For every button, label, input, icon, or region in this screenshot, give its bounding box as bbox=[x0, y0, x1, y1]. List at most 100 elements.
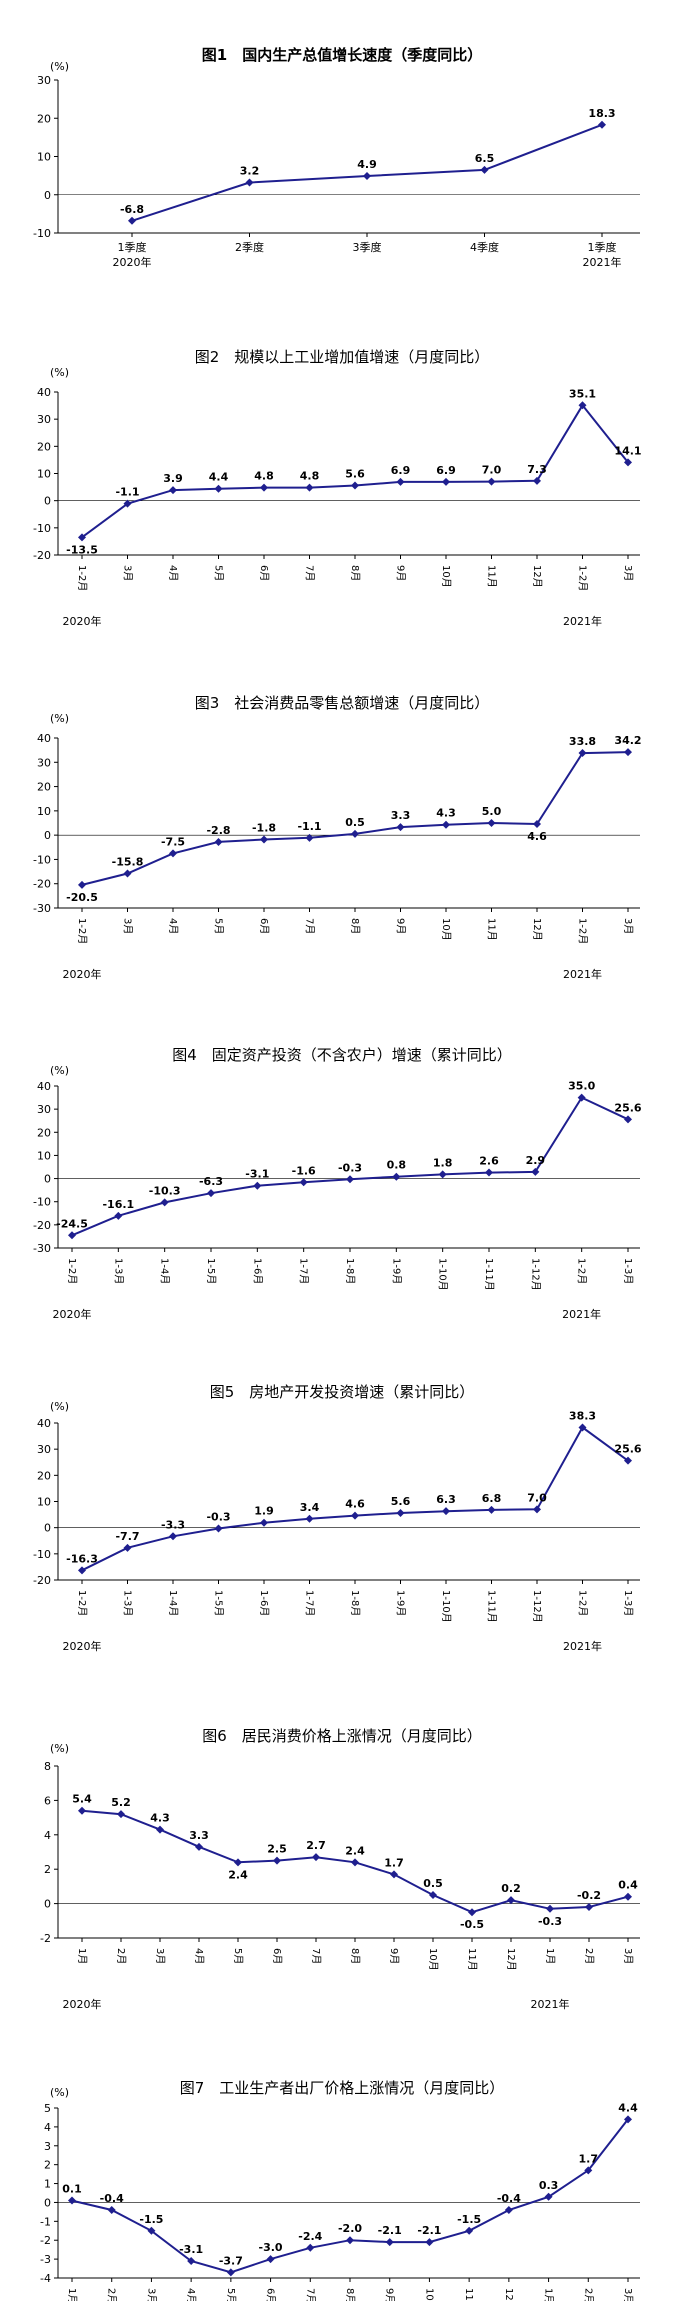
x-tick-label: 4月 bbox=[167, 565, 179, 581]
x-tick-label: 1-7月 bbox=[304, 1590, 316, 1616]
data-label: -15.8 bbox=[112, 856, 144, 869]
data-label: -6.8 bbox=[120, 203, 144, 216]
data-point bbox=[480, 165, 489, 174]
data-point bbox=[266, 2255, 275, 2264]
x-tick-label: 2季度 bbox=[235, 240, 264, 254]
data-point bbox=[578, 749, 587, 758]
y-unit-label: (%) bbox=[50, 1400, 69, 1413]
chart-4: 图4 固定资产投资（不含农户）增速（累计同比） (%) -30 -20 -10 0 10 20… bbox=[33, 1046, 642, 1321]
data-label: -2.8 bbox=[206, 824, 230, 837]
x-tick-label: 1月 bbox=[66, 2288, 78, 2301]
x-tick-label: 1-2月 bbox=[76, 565, 88, 591]
data-point bbox=[442, 477, 450, 486]
x-tick-label: 8月 bbox=[349, 1948, 361, 1964]
x-tick-label: 1-9月 bbox=[390, 1258, 402, 1284]
data-label: 25.6 bbox=[614, 1443, 641, 1456]
y-tick-label: -30 bbox=[33, 902, 51, 915]
data-point bbox=[396, 1509, 405, 1518]
chart-title: 图3 社会消费品零售总额增速（月度同比） bbox=[195, 694, 490, 712]
x-tick-label: 1季度 bbox=[588, 240, 617, 254]
data-label: -20.5 bbox=[66, 891, 98, 904]
data-point bbox=[305, 1514, 314, 1523]
data-label: 4.4 bbox=[209, 471, 229, 484]
x-tick-label: 8月 bbox=[349, 565, 361, 581]
data-point bbox=[544, 2192, 553, 2201]
data-label: 5.6 bbox=[391, 1495, 411, 1508]
y-tick-label: 20 bbox=[37, 112, 51, 125]
y-tick-label: -30 bbox=[33, 1242, 51, 1255]
data-label: 6.8 bbox=[482, 1492, 502, 1505]
x-tick-label: 4月 bbox=[185, 2288, 197, 2301]
y-tick-label: -4 bbox=[40, 2272, 51, 2285]
data-point bbox=[624, 1115, 632, 1124]
x-tick-label: 1月 bbox=[543, 2288, 555, 2301]
series-line bbox=[71, 2118, 629, 2274]
y-tick-label: 0 bbox=[44, 1522, 51, 1535]
data-label: 1.7 bbox=[579, 2152, 599, 2165]
data-point bbox=[305, 483, 314, 492]
x-tick-label: 2月 bbox=[115, 1948, 127, 1964]
chart-title: 图2 规模以上工业增加值增速（月度同比） bbox=[195, 348, 490, 366]
y-tick-label: 0 bbox=[44, 2196, 51, 2209]
y-tick-label: 30 bbox=[37, 1443, 51, 1456]
x-tick-label: 9月 bbox=[384, 2288, 396, 2301]
x-tick-label: 3月 bbox=[154, 1948, 166, 1964]
y-tick-label: 30 bbox=[37, 74, 51, 87]
y-tick-label: 0 bbox=[44, 829, 51, 842]
y-tick-label: -10 bbox=[33, 227, 51, 240]
data-label: -24.5 bbox=[56, 1217, 88, 1230]
data-label: -0.3 bbox=[338, 1161, 362, 1174]
x-tick-label: 1-6月 bbox=[258, 1590, 270, 1616]
data-label: 1.7 bbox=[384, 1856, 404, 1869]
data-point bbox=[68, 1231, 76, 1240]
data-point bbox=[234, 1858, 242, 1867]
year-label: 2021年 bbox=[563, 614, 602, 628]
chart-title: 图1 国内生产总值增长速度（季度同比） bbox=[202, 46, 482, 64]
data-label: -3.0 bbox=[259, 2241, 283, 2254]
data-label: 2.4 bbox=[345, 1844, 365, 1857]
y-tick-label: 10 bbox=[37, 468, 51, 481]
data-point bbox=[207, 1189, 215, 1198]
data-point bbox=[438, 1170, 447, 1179]
y-tick-label: 4 bbox=[44, 1829, 51, 1842]
data-label: -3.7 bbox=[219, 2254, 243, 2267]
data-point bbox=[305, 833, 314, 842]
data-label: -0.4 bbox=[100, 2192, 124, 2205]
data-point bbox=[214, 484, 223, 493]
x-tick-label: 1-3月 bbox=[622, 1590, 634, 1616]
data-point bbox=[273, 1856, 281, 1865]
data-label: 4.8 bbox=[254, 470, 274, 483]
x-tick-label: 12月 bbox=[505, 1948, 517, 1971]
y-tick-label: -10 bbox=[33, 522, 51, 535]
x-tick-label: 1-10月 bbox=[440, 1590, 452, 1623]
x-tick-label: 10月 bbox=[427, 1948, 439, 1971]
x-tick-label: 4月 bbox=[167, 918, 179, 934]
y-tick-label: 20 bbox=[37, 1469, 51, 1482]
y-tick-label: 40 bbox=[37, 732, 51, 745]
year-label: 2020年 bbox=[63, 1997, 102, 2011]
y-tick-label: -1 bbox=[40, 2215, 51, 2228]
x-tick-label: 1-9月 bbox=[395, 1590, 407, 1616]
chart-3: 图3 社会消费品零售总额增速（月度同比） (%) -30 -20 -10 0 10 20 30 4… bbox=[33, 694, 642, 981]
data-label: -0.5 bbox=[460, 1918, 484, 1931]
x-tick-label: 1-11月 bbox=[483, 1258, 495, 1291]
x-tick-label: 8月 bbox=[344, 2288, 356, 2301]
x-tick-label: 7月 bbox=[304, 2288, 316, 2301]
data-label: 6.3 bbox=[436, 1493, 456, 1506]
x-tick-label: 10月 bbox=[440, 565, 452, 588]
data-label: 0.1 bbox=[62, 2183, 82, 2196]
y-unit-label: (%) bbox=[50, 712, 69, 725]
data-label: 7.0 bbox=[482, 464, 502, 477]
data-label: -2.0 bbox=[338, 2222, 362, 2235]
data-point bbox=[624, 2115, 632, 2124]
data-label: 14.1 bbox=[614, 444, 641, 457]
data-label: -1.8 bbox=[252, 822, 276, 835]
x-tick-label: 3季度 bbox=[353, 240, 382, 254]
x-tick-label: 12月 bbox=[531, 565, 543, 588]
data-point bbox=[78, 1566, 86, 1575]
y-tick-label: 10 bbox=[37, 805, 51, 818]
x-tick-label: 11月 bbox=[486, 918, 498, 941]
data-point bbox=[346, 1175, 354, 1184]
data-point bbox=[507, 1896, 515, 1905]
data-point bbox=[533, 1505, 541, 1514]
